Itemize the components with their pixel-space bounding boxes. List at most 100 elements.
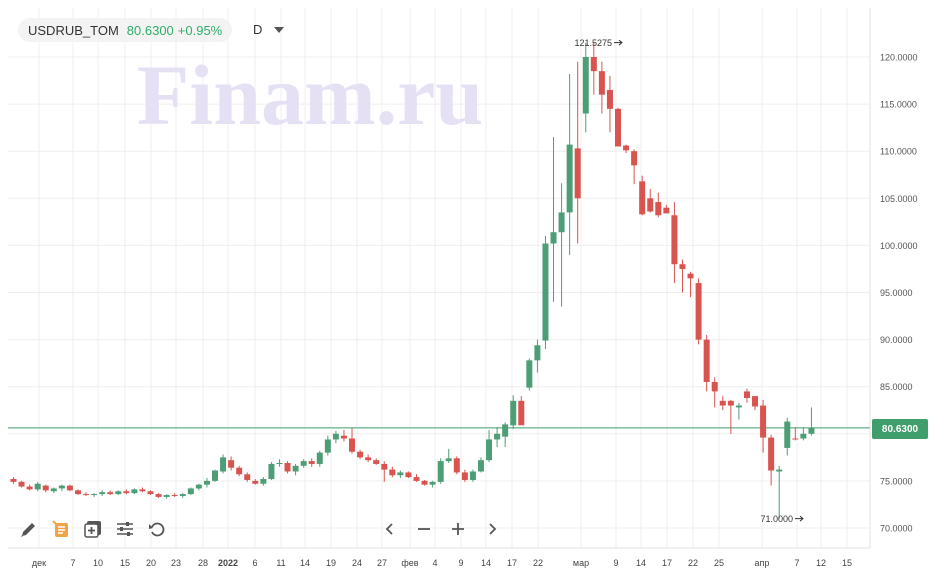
candle[interactable] [316,450,323,467]
candle[interactable] [631,149,638,185]
candle[interactable] [647,188,654,213]
candle[interactable] [792,427,799,441]
candle[interactable] [373,458,380,465]
candle[interactable] [171,493,178,497]
candle[interactable] [598,61,605,114]
candle[interactable] [34,481,41,492]
candle[interactable] [405,471,412,479]
candle[interactable] [292,463,299,476]
candle[interactable] [131,488,138,495]
candle[interactable] [91,493,98,497]
candle[interactable] [66,484,73,492]
candle[interactable] [58,484,65,492]
add-indicator-icon[interactable] [82,518,104,540]
timeframe-selector[interactable]: D [253,22,285,37]
candle[interactable] [735,402,742,420]
candle[interactable] [332,430,339,444]
candle[interactable] [18,480,25,488]
scroll-right-icon[interactable] [482,518,502,540]
candle[interactable] [429,480,436,488]
candle[interactable] [195,483,202,491]
candle[interactable] [655,192,662,218]
candle[interactable] [510,395,517,430]
candle[interactable] [413,474,420,482]
candle[interactable] [244,472,251,482]
candle[interactable] [768,434,775,486]
candle[interactable] [365,454,372,463]
candle[interactable] [228,456,235,471]
candle[interactable] [268,462,275,480]
candle[interactable] [357,449,364,460]
candle[interactable] [421,479,428,486]
candle[interactable] [582,42,589,133]
candle[interactable] [453,456,460,475]
candle[interactable] [800,427,807,441]
candle[interactable] [74,489,81,496]
candle[interactable] [534,339,541,373]
candle[interactable] [486,430,493,463]
candle[interactable] [26,484,33,491]
candle[interactable] [252,479,259,485]
candle[interactable] [308,458,315,467]
candle[interactable] [671,202,678,284]
candle[interactable] [687,271,694,298]
undo-icon[interactable] [146,518,168,540]
candle[interactable] [236,465,243,477]
candle[interactable] [163,494,170,499]
candle[interactable] [703,334,710,392]
candle[interactable] [469,469,476,482]
candle[interactable] [284,461,291,474]
candle[interactable] [340,430,347,442]
candle[interactable] [558,183,565,307]
candle[interactable] [776,465,783,519]
candle[interactable] [590,42,597,95]
candle[interactable] [212,469,218,482]
candle[interactable] [260,477,267,486]
candle[interactable] [220,454,227,474]
candle[interactable] [349,428,356,454]
candle[interactable] [518,396,525,426]
candle[interactable] [550,137,557,302]
candle[interactable] [494,427,501,447]
candle[interactable] [502,422,509,447]
zoom-out-icon[interactable] [414,518,434,540]
pencil-icon[interactable] [18,518,40,540]
candle[interactable] [639,175,646,216]
candle[interactable] [445,448,452,464]
candle[interactable] [83,492,90,496]
candle[interactable] [606,75,613,133]
zoom-in-icon[interactable] [448,518,468,540]
candle[interactable] [42,484,49,493]
candle[interactable] [574,61,581,244]
candle[interactable] [526,358,533,391]
candle[interactable] [477,457,484,473]
candle[interactable] [623,144,630,154]
candle[interactable] [389,466,396,478]
candle[interactable] [808,407,815,436]
candle[interactable] [300,459,307,468]
candle[interactable] [719,396,726,411]
scroll-left-icon[interactable] [380,518,400,540]
candle[interactable] [695,278,702,345]
candle[interactable] [397,470,404,479]
candle[interactable] [663,204,670,214]
candle[interactable] [179,493,186,498]
candle[interactable] [679,259,686,293]
candle[interactable] [276,459,283,467]
notes-icon[interactable] [50,518,72,540]
candle[interactable] [107,490,114,496]
candle[interactable] [542,235,549,350]
candle[interactable] [50,487,57,494]
candle[interactable] [147,490,154,496]
candle[interactable] [615,107,621,147]
candle[interactable] [743,388,750,403]
candle[interactable] [711,377,718,408]
candle[interactable] [123,489,130,495]
candle[interactable] [10,477,17,484]
candle[interactable] [784,417,791,456]
candle[interactable] [115,490,122,496]
candle[interactable] [187,487,194,496]
candle[interactable] [727,399,734,434]
candle[interactable] [139,487,146,493]
